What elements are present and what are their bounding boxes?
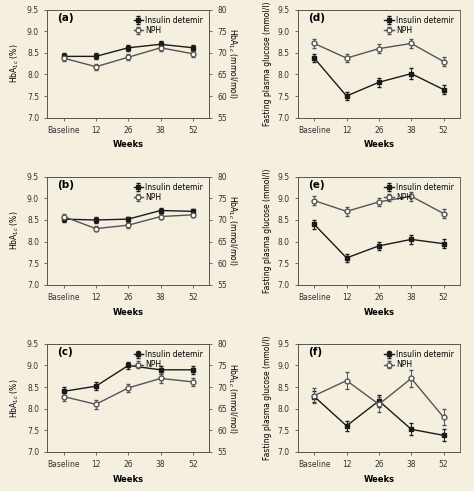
Text: (b): (b) — [57, 180, 74, 190]
Text: (d): (d) — [308, 13, 325, 23]
Y-axis label: Fasting plasma glucose (mmol/l): Fasting plasma glucose (mmol/l) — [263, 1, 272, 126]
Text: (c): (c) — [57, 347, 73, 357]
X-axis label: Weeks: Weeks — [364, 475, 394, 484]
X-axis label: Weeks: Weeks — [364, 307, 394, 317]
Y-axis label: Fasting plasma glucose (mmol/l): Fasting plasma glucose (mmol/l) — [263, 168, 272, 293]
Legend: Insulin detemir, NPH: Insulin detemir, NPH — [382, 181, 456, 204]
Legend: Insulin detemir, NPH: Insulin detemir, NPH — [131, 14, 205, 37]
Legend: Insulin detemir, NPH: Insulin detemir, NPH — [382, 348, 456, 372]
Text: (e): (e) — [308, 180, 324, 190]
X-axis label: Weeks: Weeks — [113, 307, 144, 317]
Legend: Insulin detemir, NPH: Insulin detemir, NPH — [131, 181, 205, 204]
Y-axis label: HbA$_{1c}$ (mmol/mol): HbA$_{1c}$ (mmol/mol) — [226, 362, 238, 433]
Legend: Insulin detemir, NPH: Insulin detemir, NPH — [382, 14, 456, 37]
X-axis label: Weeks: Weeks — [364, 140, 394, 149]
Y-axis label: Fasting plasma glucose (mmol/l): Fasting plasma glucose (mmol/l) — [263, 335, 272, 460]
X-axis label: Weeks: Weeks — [113, 475, 144, 484]
Legend: Insulin detemir, NPH: Insulin detemir, NPH — [131, 348, 205, 372]
Y-axis label: HbA$_{1c}$ (%): HbA$_{1c}$ (%) — [9, 211, 21, 250]
Y-axis label: HbA$_{1c}$ (mmol/mol): HbA$_{1c}$ (mmol/mol) — [226, 195, 238, 266]
X-axis label: Weeks: Weeks — [113, 140, 144, 149]
Text: (f): (f) — [308, 347, 322, 357]
Y-axis label: HbA$_{1c}$ (%): HbA$_{1c}$ (%) — [9, 44, 21, 83]
Text: (a): (a) — [57, 13, 74, 23]
Y-axis label: HbA$_{1c}$ (%): HbA$_{1c}$ (%) — [9, 378, 21, 417]
Y-axis label: HbA$_{1c}$ (mmol/mol): HbA$_{1c}$ (mmol/mol) — [226, 28, 238, 99]
